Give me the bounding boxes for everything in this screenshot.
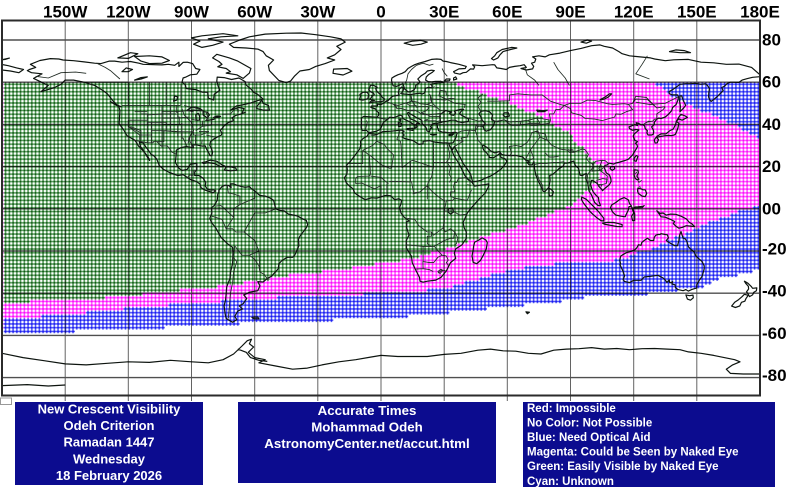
svg-text:Odeh Criterion: Odeh Criterion [63,418,154,433]
svg-text:-40: -40 [762,282,787,301]
svg-text:120W: 120W [106,3,151,22]
svg-text:Blue: Need Optical Aid: Blue: Need Optical Aid [527,432,651,444]
svg-text:Accurate Times: Accurate Times [318,403,417,418]
svg-text:150E: 150E [677,3,717,22]
svg-text:90W: 90W [174,3,210,22]
svg-text:40: 40 [762,115,781,134]
svg-text:0: 0 [376,3,385,22]
svg-text:Ramadan 1447: Ramadan 1447 [63,435,154,450]
svg-text:Green: Easily Visible by Naked: Green: Easily Visible by Naked Eye [527,461,719,473]
svg-text:Wednesday: Wednesday [73,451,146,466]
svg-text:30W: 30W [300,3,336,22]
svg-text:-60: -60 [762,324,787,343]
svg-text:20: 20 [762,157,781,176]
svg-text:Cyan: Unknown: Cyan: Unknown [527,476,614,488]
svg-text:Mohammad Odeh: Mohammad Odeh [311,419,423,434]
svg-text:00: 00 [762,199,781,218]
svg-text:60E: 60E [492,3,522,22]
svg-text:-20: -20 [762,240,787,259]
svg-text:Red: Impossible: Red: Impossible [527,403,616,415]
svg-text:New Crescent Visibility: New Crescent Visibility [38,402,182,417]
svg-text:18 February 2026: 18 February 2026 [56,468,162,483]
svg-text:90E: 90E [555,3,585,22]
svg-text:30E: 30E [429,3,459,22]
svg-text:-80: -80 [762,366,787,385]
svg-text:AstronomyCenter.net/accut.html: AstronomyCenter.net/accut.html [264,436,469,451]
svg-text:No Color: Not Possible: No Color: Not Possible [527,417,652,429]
svg-text:120E: 120E [614,3,654,22]
svg-text:80: 80 [762,31,781,50]
svg-text:60W: 60W [237,3,273,22]
svg-text:60: 60 [762,73,781,92]
svg-text:Magenta: Could be Seen by Nake: Magenta: Could be Seen by Naked Eye [527,447,739,459]
svg-text:150W: 150W [43,3,88,22]
svg-text:180E: 180E [740,3,780,22]
